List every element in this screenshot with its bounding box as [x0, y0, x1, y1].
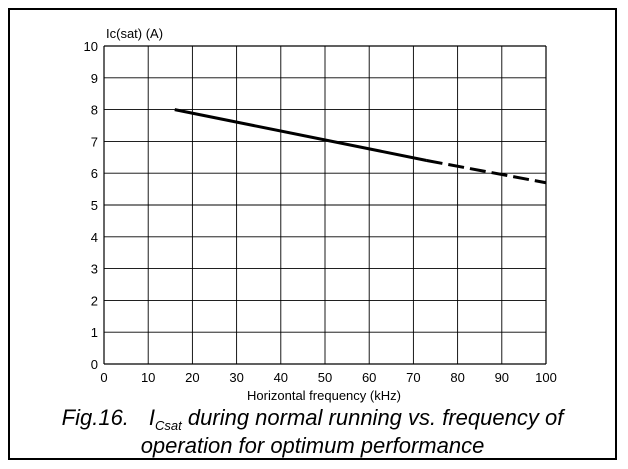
- figure-caption: Fig.16. ICsat during normal running vs. f…: [8, 405, 617, 458]
- chart-series: [174, 108, 547, 185]
- y-tick-label: 2: [91, 293, 98, 308]
- y-tick-label: 3: [91, 262, 98, 277]
- x-tick-label: 60: [362, 370, 376, 385]
- y-axis-label: Ic(sat) (A): [106, 26, 163, 41]
- caption-symbol-subscript: Csat: [155, 418, 182, 433]
- x-tick-label: 100: [535, 370, 557, 385]
- x-tick-labels: 0 10 20 30 40 50 60 70 80 90 100: [100, 370, 556, 385]
- y-tick-label: 5: [91, 198, 98, 213]
- x-axis-label: Horizontal frequency (kHz): [247, 388, 401, 403]
- caption-symbol: ICsat: [148, 405, 182, 434]
- series-line-solid: [174, 108, 427, 162]
- chart: 0 10 20 30 40 50 60 70 80 90 100 0 1 2 3 4 5 6 7 8 9 10 Ic(s…: [84, 26, 557, 403]
- x-tick-label: 70: [406, 370, 420, 385]
- y-tick-label: 6: [91, 166, 98, 181]
- caption-line-2: operation for optimum performance: [140, 433, 485, 458]
- y-tick-label: 0: [91, 357, 98, 372]
- y-tick-label: 10: [84, 39, 98, 54]
- x-tick-label: 0: [100, 370, 107, 385]
- x-tick-label: 50: [318, 370, 332, 385]
- y-tick-labels: 0 1 2 3 4 5 6 7 8 9 10: [84, 39, 98, 372]
- x-tick-label: 90: [495, 370, 509, 385]
- y-tick-label: 1: [91, 325, 98, 340]
- chart-grid: [103, 45, 547, 365]
- x-tick-label: 20: [185, 370, 199, 385]
- figure-number: Fig.16.: [61, 405, 129, 430]
- series-line-dashed: [426, 159, 547, 185]
- y-tick-label: 4: [91, 230, 98, 245]
- x-tick-label: 30: [229, 370, 243, 385]
- figure-frame: [8, 8, 617, 460]
- x-tick-label: 80: [450, 370, 464, 385]
- x-tick-label: 40: [274, 370, 288, 385]
- y-tick-label: 8: [91, 103, 98, 118]
- x-tick-label: 10: [141, 370, 155, 385]
- y-tick-label: 9: [91, 71, 98, 86]
- caption-line-1: during normal running vs. frequency of: [181, 405, 564, 430]
- y-tick-label: 7: [91, 134, 98, 149]
